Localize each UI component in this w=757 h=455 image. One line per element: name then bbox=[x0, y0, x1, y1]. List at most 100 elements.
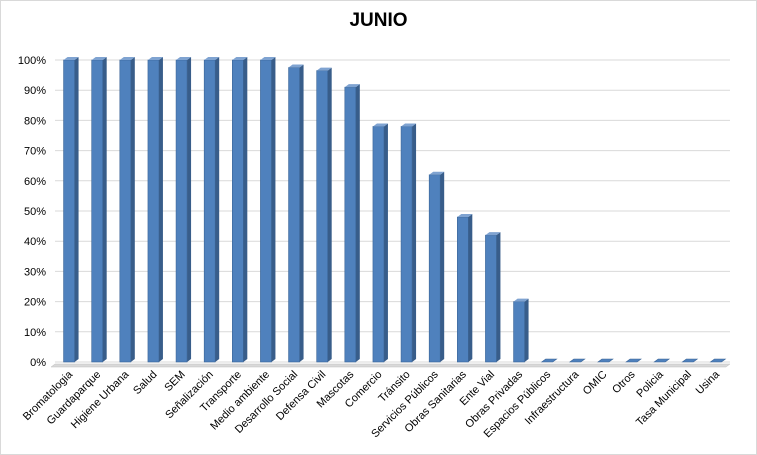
bar-top bbox=[429, 171, 445, 175]
y-tick-label: 70% bbox=[24, 146, 46, 158]
bar-side bbox=[130, 57, 135, 362]
bar-top bbox=[372, 123, 388, 127]
bar-front bbox=[260, 59, 272, 363]
bar bbox=[428, 171, 445, 363]
bar-top bbox=[653, 358, 671, 363]
bar-top bbox=[232, 57, 248, 60]
bar-side bbox=[74, 57, 79, 362]
bar-top bbox=[457, 214, 473, 218]
bar bbox=[372, 123, 388, 363]
bar bbox=[147, 57, 163, 363]
y-tick-label: 40% bbox=[24, 236, 46, 248]
bar-front bbox=[372, 126, 385, 363]
bar bbox=[653, 358, 671, 363]
chart-title: JUNIO bbox=[349, 10, 408, 31]
bar-side bbox=[355, 84, 360, 363]
bar bbox=[91, 57, 107, 363]
bar-top bbox=[540, 358, 558, 363]
bar-top bbox=[485, 232, 501, 236]
x-category-label: Salud bbox=[131, 369, 159, 397]
y-axis-ticks: 0% 10% 20% 30% 40% 50% 60% 70% 80% 90% 100% bbox=[18, 55, 46, 369]
bar bbox=[597, 358, 614, 363]
bar-front bbox=[485, 234, 497, 363]
bar-side bbox=[383, 123, 388, 362]
bar-top bbox=[91, 57, 107, 60]
bar-top bbox=[147, 57, 163, 60]
x-category-label: OMIC bbox=[581, 369, 610, 398]
bar-side bbox=[158, 57, 163, 362]
bar-top bbox=[316, 67, 332, 71]
bar-front bbox=[232, 59, 244, 363]
bar-side bbox=[299, 64, 304, 363]
bar-front bbox=[203, 59, 216, 363]
bar-top bbox=[63, 57, 79, 60]
bar-front bbox=[91, 59, 103, 363]
y-tick-label: 10% bbox=[24, 327, 46, 339]
bar-side bbox=[102, 57, 107, 362]
bar-side bbox=[496, 232, 501, 362]
bar-top bbox=[288, 64, 304, 68]
bar bbox=[513, 298, 529, 363]
bar-front bbox=[457, 216, 469, 363]
bar-top bbox=[568, 358, 586, 363]
bar bbox=[203, 57, 220, 363]
bar bbox=[344, 84, 360, 363]
bar-side bbox=[440, 171, 445, 362]
bar-side bbox=[327, 67, 332, 362]
bar-side bbox=[215, 57, 220, 362]
bar-side bbox=[468, 214, 473, 362]
chart-floor bbox=[50, 363, 731, 368]
bar-front bbox=[63, 59, 75, 363]
bar-front bbox=[428, 174, 441, 363]
bar-side bbox=[412, 123, 417, 362]
bar-top bbox=[681, 358, 699, 363]
bar bbox=[681, 358, 699, 363]
bar-top bbox=[513, 298, 529, 302]
bar-top bbox=[260, 57, 276, 60]
bar bbox=[625, 358, 642, 363]
bar-top bbox=[176, 57, 192, 60]
bar bbox=[175, 57, 192, 363]
y-tick-label: 80% bbox=[24, 115, 46, 127]
bar-front bbox=[288, 67, 300, 363]
bar bbox=[316, 67, 332, 363]
bar-top bbox=[344, 84, 360, 88]
bar bbox=[485, 232, 501, 363]
y-tick-label: 50% bbox=[24, 206, 46, 218]
bar-front bbox=[175, 59, 188, 363]
bar bbox=[540, 358, 558, 363]
y-tick-label: 90% bbox=[24, 85, 46, 97]
bar-front bbox=[119, 59, 132, 363]
bar-top bbox=[597, 358, 614, 363]
y-tick-label: 20% bbox=[24, 297, 46, 309]
bar-front bbox=[344, 86, 357, 363]
bar bbox=[260, 57, 276, 363]
bar bbox=[232, 57, 248, 363]
bar-top bbox=[401, 123, 417, 127]
bar-side bbox=[187, 57, 192, 362]
bar-top bbox=[119, 57, 135, 60]
bar-front bbox=[316, 70, 328, 363]
bar-top bbox=[625, 358, 642, 363]
bar bbox=[400, 123, 417, 363]
bar-front bbox=[513, 301, 525, 363]
bar bbox=[457, 214, 473, 363]
bar-side bbox=[524, 298, 529, 362]
y-tick-label: 0% bbox=[30, 357, 46, 369]
bar-front bbox=[147, 59, 160, 363]
y-tick-label: 60% bbox=[24, 176, 46, 188]
bar bbox=[288, 64, 304, 363]
bar-top bbox=[709, 358, 727, 363]
bar-side bbox=[243, 57, 248, 362]
bars bbox=[63, 57, 727, 363]
x-category-label: Usina bbox=[694, 368, 723, 397]
bar bbox=[568, 358, 586, 363]
bar-front bbox=[400, 126, 413, 363]
bar bbox=[709, 358, 727, 363]
floor-plane bbox=[50, 363, 731, 368]
bar-side bbox=[271, 57, 276, 362]
bar bbox=[119, 57, 135, 363]
gridlines bbox=[55, 59, 730, 363]
